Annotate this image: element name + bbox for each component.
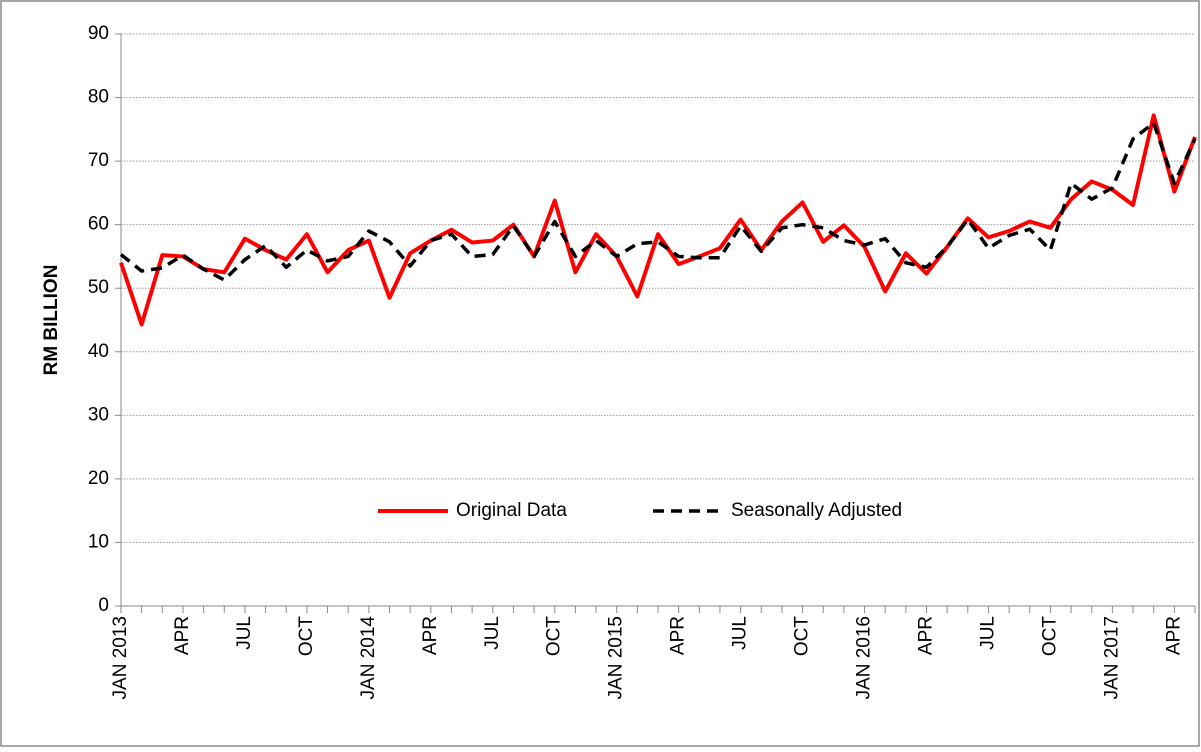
x-tick-label: OCT bbox=[792, 616, 813, 657]
x-tick-label: JAN 2015 bbox=[606, 616, 627, 699]
x-tick-label: APR bbox=[1163, 616, 1184, 655]
line-series bbox=[119, 113, 1197, 327]
x-tick-label: APR bbox=[668, 616, 689, 655]
y-tick-label: 90 bbox=[88, 23, 109, 44]
x-tick-label: APR bbox=[172, 616, 193, 655]
x-tick-label: JAN 2013 bbox=[110, 616, 131, 699]
y-axis-label: RM BILLION bbox=[41, 265, 62, 376]
y-tick-label: 20 bbox=[88, 468, 109, 489]
y-tick-label: 30 bbox=[88, 404, 109, 425]
y-tick-label: 0 bbox=[98, 595, 109, 616]
y-tick-label: 10 bbox=[88, 531, 109, 552]
x-tick-label: OCT bbox=[296, 616, 317, 657]
y-tick-label: 70 bbox=[88, 150, 109, 171]
y-tick-label: 60 bbox=[88, 214, 109, 235]
x-tick-label: JAN 2016 bbox=[854, 616, 875, 699]
y-tick-label: 50 bbox=[88, 277, 109, 298]
x-tick-label: JAN 2014 bbox=[358, 616, 379, 700]
x-tick-label: OCT bbox=[1039, 616, 1060, 657]
x-tick-label: JUL bbox=[730, 616, 751, 650]
x-tick-label: APR bbox=[916, 616, 937, 655]
x-tick-label: APR bbox=[420, 616, 441, 655]
x-tick-label: JUL bbox=[977, 616, 998, 650]
y-tick-label: 40 bbox=[88, 341, 109, 362]
x-tick-label: JUL bbox=[482, 616, 503, 650]
legend-label: Original Data bbox=[456, 500, 567, 521]
y-tick-label: 80 bbox=[88, 87, 109, 108]
line-series bbox=[119, 121, 1197, 282]
x-tick-label: OCT bbox=[544, 616, 565, 657]
x-tick-label: JAN 2017 bbox=[1101, 616, 1122, 699]
legend-label: Seasonally Adjusted bbox=[731, 500, 902, 521]
x-tick-label: JUL bbox=[234, 616, 255, 650]
